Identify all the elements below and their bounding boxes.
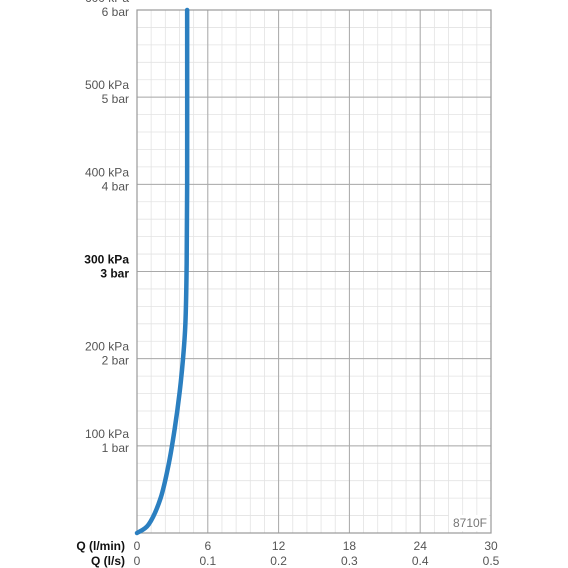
x-tick-label-secondary: 0 xyxy=(134,554,141,568)
y-tick-label-kpa: 400 kPa xyxy=(85,165,129,179)
x-tick-label-secondary: 0.3 xyxy=(341,554,358,568)
x-tick-label-secondary: 0.5 xyxy=(483,554,500,568)
model-label-background xyxy=(449,515,489,531)
major-grid xyxy=(137,10,491,533)
x-tick-label-secondary: 0.4 xyxy=(412,554,429,568)
y-tick-label-kpa: 500 kPa xyxy=(85,78,129,92)
y-tick-label-bar: 4 bar xyxy=(102,179,129,193)
model-label: 8710F xyxy=(453,516,487,530)
x-axis-title-primary: Q (l/min) xyxy=(76,539,125,553)
x-tick-label: 0 xyxy=(134,539,141,553)
y-tick-label-bar: 3 bar xyxy=(100,267,129,281)
series-group xyxy=(134,7,190,536)
x-tick-label: 12 xyxy=(272,539,286,553)
x-tick-label: 30 xyxy=(484,539,498,553)
series-line xyxy=(134,7,190,536)
y-tick-label-bar: 1 bar xyxy=(102,441,129,455)
x-axis-labels: 00 60.1 120.2 180.3 240.4 300.5 xyxy=(134,539,500,568)
x-axis-title-secondary: Q (l/s) xyxy=(91,554,125,568)
x-tick-label: 18 xyxy=(343,539,357,553)
y-tick-label-kpa: 600 kPa xyxy=(85,0,129,5)
y-tick-label-kpa: 100 kPa xyxy=(85,427,129,441)
x-tick-label: 6 xyxy=(204,539,211,553)
y-tick-label-bar: 2 bar xyxy=(102,354,129,368)
x-tick-label-secondary: 0.1 xyxy=(199,554,216,568)
y-tick-label-kpa: 300 kPa xyxy=(84,253,129,267)
x-tick-label-secondary: 0.2 xyxy=(270,554,287,568)
y-tick-label-bar: 5 bar xyxy=(102,92,129,106)
y-tick-label-bar: 6 bar xyxy=(102,5,129,19)
y-tick-label-kpa: 200 kPa xyxy=(85,340,129,354)
x-tick-label: 24 xyxy=(414,539,428,553)
plot-border xyxy=(136,9,492,534)
